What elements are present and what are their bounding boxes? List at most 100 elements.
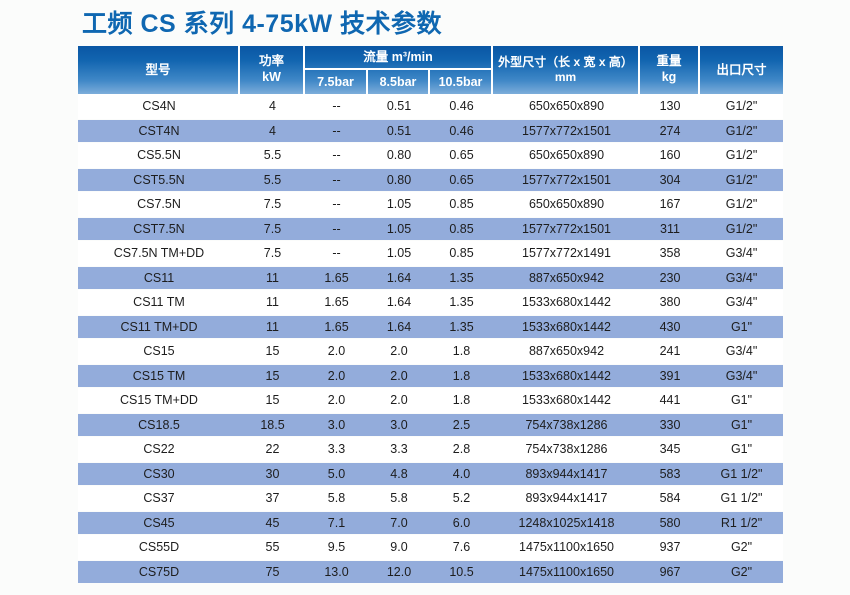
- cell-model: CS7.5N TM+DD: [113, 246, 205, 261]
- cell-weight: 584: [659, 491, 681, 506]
- cell-weight: 583: [659, 466, 681, 481]
- cell-f85: 3.0: [390, 417, 408, 432]
- cell-f75: 9.5: [327, 540, 346, 555]
- cell-f75: 5.0: [327, 466, 346, 481]
- cell-outlet: G1": [730, 417, 753, 432]
- cell-weight: 380: [659, 295, 681, 310]
- table-row: CS11 11 1.65 1.64 1.35 887x650x942 230 G3/4": [78, 265, 783, 290]
- table-row: CS75D 75 13.0 12.0 10.5 1475x1100x1650 967 G2": [78, 559, 783, 584]
- col-header-power-label: 功率: [258, 54, 284, 69]
- cell-model: CS15 TM+DD: [120, 393, 198, 408]
- cell-outlet: G1/2": [725, 99, 758, 114]
- cell-model: CS15: [143, 344, 175, 359]
- cell-outlet: G1": [730, 442, 753, 457]
- spec-table: 型号 功率 kW 流量 m³/min 7.5bar 8.5bar 10.5bar…: [78, 46, 783, 584]
- table-row: CS18.5 18.5 3.0 3.0 2.5 754x738x1286 330 G1": [78, 412, 783, 437]
- cell-f85: 4.8: [390, 466, 408, 481]
- cell-power: 5.5: [263, 148, 282, 163]
- cell-f105: 1.8: [452, 393, 471, 408]
- cell-f75: 7.1: [327, 515, 346, 530]
- cell-model: CS55D: [138, 540, 180, 555]
- cell-f75: --: [332, 221, 341, 236]
- cell-f85: 0.51: [386, 99, 412, 114]
- cell-f85: 9.0: [390, 540, 408, 555]
- cell-model: CS15 TM: [132, 368, 186, 383]
- cell-weight: 358: [659, 246, 681, 261]
- cell-model: CS18.5: [138, 417, 180, 432]
- cell-weight: 311: [660, 221, 680, 236]
- cell-weight: 167: [659, 197, 681, 212]
- cell-weight: 304: [659, 172, 681, 187]
- cell-f105: 10.5: [449, 564, 474, 579]
- table-row: CS4N 4 -- 0.51 0.46 650x650x890 130 G1/2": [78, 94, 783, 119]
- table-row: CS30 30 5.0 4.8 4.0 893x944x1417 583 G1 1/2": [78, 461, 783, 486]
- cell-dims: 1577x772x1501: [522, 123, 611, 138]
- cell-model: CS11 TM: [133, 295, 185, 310]
- cell-f105: 6.0: [452, 515, 471, 530]
- cell-outlet: G3/4": [725, 270, 758, 285]
- cell-weight: 230: [659, 270, 681, 285]
- cell-f85: 5.8: [390, 491, 408, 506]
- cell-power: 7.5: [263, 221, 282, 236]
- cell-outlet: G2": [730, 564, 753, 579]
- cell-f75: --: [332, 148, 341, 163]
- cell-power: 7.5: [263, 197, 282, 212]
- cell-power: 37: [265, 491, 280, 506]
- cell-outlet: G3/4": [725, 344, 758, 359]
- cell-f75: 1.65: [324, 319, 349, 334]
- cell-f105: 0.46: [449, 99, 474, 114]
- cell-f75: --: [332, 172, 341, 187]
- cell-dims: 1475x1100x1650: [519, 564, 614, 579]
- table-row: CST5.5N 5.5 -- 0.80 0.65 1577x772x1501 304 G1/2…: [78, 167, 783, 192]
- cell-power: 11: [266, 295, 279, 310]
- cell-outlet: G1": [730, 393, 753, 408]
- table-row: CS55D 55 9.5 9.0 7.6 1475x1100x1650 937 G2": [78, 535, 783, 560]
- cell-dims: 887x650x942: [528, 344, 605, 359]
- cell-dims: 754x738x1286: [525, 442, 608, 457]
- cell-weight: 130: [659, 99, 681, 114]
- cell-outlet: G3/4": [725, 368, 758, 383]
- cell-outlet: G1 1/2": [720, 491, 763, 506]
- cell-power: 30: [265, 466, 280, 481]
- cell-model: CS5.5N: [137, 148, 181, 163]
- cell-model: CS11 TM+DD: [120, 319, 198, 334]
- cell-power: 55: [265, 540, 280, 555]
- cell-weight: 330: [659, 417, 681, 432]
- cell-outlet: G1 1/2": [720, 466, 763, 481]
- cell-f105: 0.46: [449, 123, 474, 138]
- cell-f85: 2.0: [390, 368, 408, 383]
- col-header-flow-group: 流量 m³/min: [305, 46, 493, 70]
- cell-f75: --: [332, 246, 341, 261]
- cell-outlet: G3/4": [725, 295, 758, 310]
- col-header-flow-8-5bar: 8.5bar: [368, 70, 430, 94]
- cell-dims: 887x650x942: [528, 270, 605, 285]
- cell-f85: 2.0: [390, 344, 408, 359]
- col-header-outlet: 出口尺寸: [716, 62, 767, 77]
- col-header-power: 功率 kW: [240, 46, 305, 94]
- cell-f105: 1.8: [452, 368, 471, 383]
- table-row: CST4N 4 -- 0.51 0.46 1577x772x1501 274 G1/2": [78, 118, 783, 143]
- cell-f105: 1.35: [449, 270, 474, 285]
- cell-power: 4: [269, 123, 276, 138]
- cell-f85: 1.05: [386, 197, 412, 212]
- page-title: 工频 CS 系列 4-75kW 技术参数: [82, 10, 443, 38]
- cell-power: 22: [265, 442, 280, 457]
- cell-model: CST7.5N: [133, 221, 185, 236]
- cell-f105: 0.85: [449, 197, 474, 212]
- cell-dims: 1533x680x1442: [522, 319, 611, 334]
- cell-weight: 441: [659, 393, 681, 408]
- cell-dims: 1577x772x1501: [522, 172, 611, 187]
- cell-model: CS37: [143, 491, 175, 506]
- cell-model: CST5.5N: [133, 172, 185, 187]
- cell-dims: 893x944x1417: [525, 491, 608, 506]
- cell-model: CS75D: [138, 564, 180, 579]
- cell-f75: 2.0: [327, 368, 346, 383]
- cell-f85: 1.64: [386, 295, 412, 310]
- cell-outlet: G1": [730, 319, 753, 334]
- cell-f105: 4.0: [452, 466, 471, 481]
- cell-model: CS22: [143, 442, 175, 457]
- cell-outlet: G1/2": [725, 221, 758, 236]
- col-header-dimensions: 外型尺寸（长 x 宽 x 高） mm: [493, 46, 640, 94]
- cell-model: CS30: [143, 466, 175, 481]
- cell-weight: 345: [659, 442, 681, 457]
